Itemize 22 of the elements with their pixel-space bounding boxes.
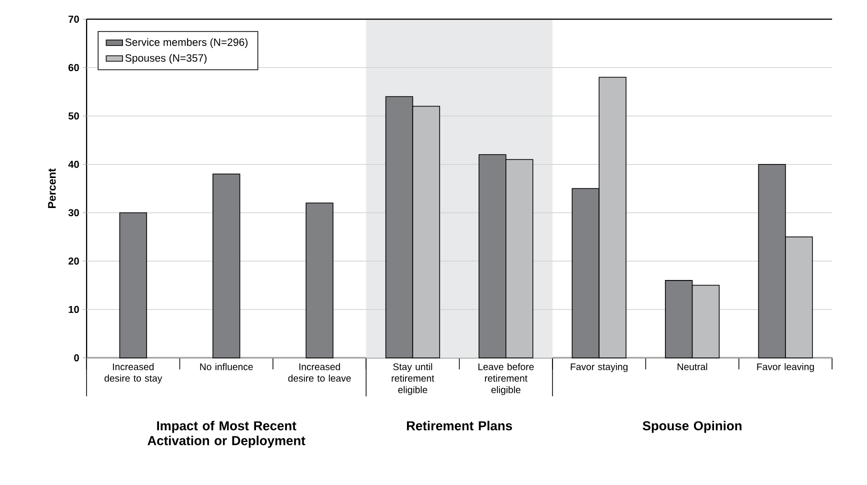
x-tick-label: Leave before retirement eligible	[478, 363, 534, 396]
y-tick-label: 20	[68, 258, 79, 265]
y-tick-label: 30	[68, 209, 79, 216]
y-tick-label: 70	[68, 16, 79, 23]
x-tick-label: Increased desire to leave	[288, 363, 351, 382]
x-tick-label: Increased desire to stay	[104, 363, 162, 384]
text: Impact of Most Recent Activation or Deployment	[148, 420, 306, 448]
legend-label: Spouses (N=357)	[125, 54, 207, 64]
legend-label: Service members (N=296)	[125, 38, 248, 48]
y-axis-title: Percent	[48, 168, 56, 208]
y-tick-label: 60	[68, 64, 79, 72]
x-tick-label: Favor staying	[570, 363, 628, 372]
y-tick-label: 40	[68, 160, 79, 168]
text: Spouse Opinion	[642, 420, 742, 434]
y-tick-label: 10	[68, 306, 79, 314]
text: Retirement Plans	[406, 420, 512, 430]
y-tick-label: 0	[74, 354, 79, 362]
x-tick-label: Neutral	[678, 363, 708, 370]
x-tick-label: Stay until retirement eligible	[392, 363, 434, 396]
x-tick-label: Favor leaving	[757, 363, 814, 372]
x-tick-label: No influence	[200, 363, 253, 370]
y-tick-label: 50	[68, 112, 79, 120]
